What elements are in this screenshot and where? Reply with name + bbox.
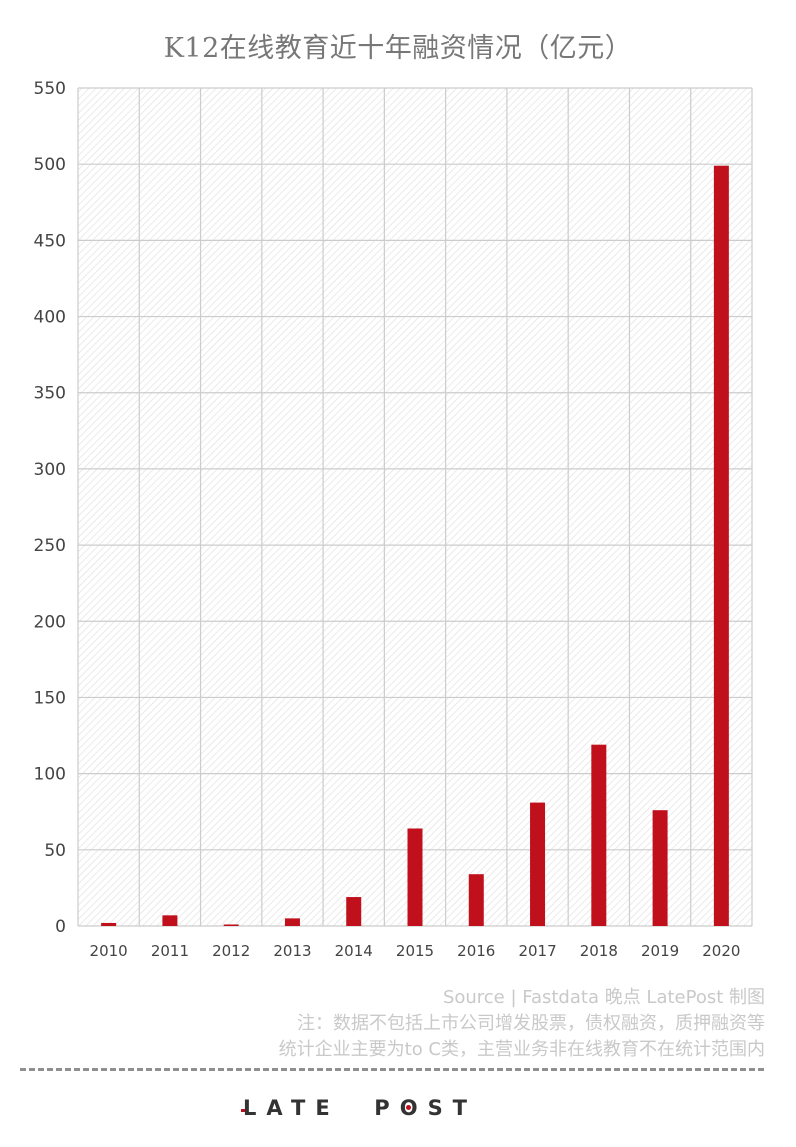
source-credit: Source | Fastdata 晚点 LatePost 制图 <box>442 987 765 1008</box>
bar-2015 <box>407 828 423 926</box>
x-tick-label: 2011 <box>151 942 189 960</box>
bar-2017 <box>530 802 546 926</box>
y-tick-label: 50 <box>44 841 66 861</box>
x-tick-label: 2013 <box>273 942 311 960</box>
x-tick-label: 2014 <box>335 942 373 960</box>
y-tick-label: 250 <box>34 536 66 556</box>
bar-2012 <box>223 924 239 926</box>
footnote-line-1: 注：数据不包括上市公司增发股票，债权融资，质押融资等 <box>297 1013 765 1034</box>
y-tick-label: 500 <box>34 155 66 175</box>
latepost-logo: L ATE PO ST <box>241 1096 478 1120</box>
bar-2010 <box>101 922 117 926</box>
chart-title: K12在线教育近十年融资情况（亿元） <box>163 33 633 64</box>
x-axis: 2010 2011 2012 2013 2014 2015 2016 2017 2018 2019… <box>90 942 741 960</box>
y-tick-label: 150 <box>34 688 66 708</box>
bar-2018 <box>591 744 607 926</box>
dashed-divider <box>20 1068 764 1071</box>
y-tick-label: 100 <box>34 765 66 785</box>
bar-2016 <box>468 874 484 926</box>
bar-2019 <box>652 810 668 926</box>
x-tick-label: 2018 <box>580 942 618 960</box>
bar-2011 <box>162 915 178 926</box>
x-tick-label: 2019 <box>641 942 679 960</box>
x-tick-label: 2020 <box>702 942 740 960</box>
y-tick-label: 300 <box>34 460 66 480</box>
x-tick-label: 2016 <box>457 942 495 960</box>
bar-2013 <box>284 918 300 926</box>
bar-2014 <box>346 897 362 926</box>
y-tick-label: 0 <box>55 917 66 937</box>
y-tick-label: 550 <box>34 79 66 99</box>
y-tick-label: 450 <box>34 231 66 251</box>
y-axis: 0 50 100 150 200 250 300 350 400 450 500 550 <box>34 79 66 937</box>
footnote-line-2: 统计企业主要为to C类，主营业务非在线教育不在统计范围内 <box>278 1039 765 1060</box>
bar-2020 <box>713 165 729 927</box>
x-tick-label: 2010 <box>90 942 128 960</box>
plot-area-background <box>78 88 752 926</box>
y-tick-label: 400 <box>34 308 66 328</box>
grid-lines <box>77 87 753 927</box>
x-tick-label: 2012 <box>212 942 250 960</box>
x-tick-label: 2015 <box>396 942 434 960</box>
y-tick-label: 350 <box>34 384 66 404</box>
y-tick-label: 200 <box>34 612 66 632</box>
bars <box>101 165 729 927</box>
x-tick-label: 2017 <box>518 942 556 960</box>
